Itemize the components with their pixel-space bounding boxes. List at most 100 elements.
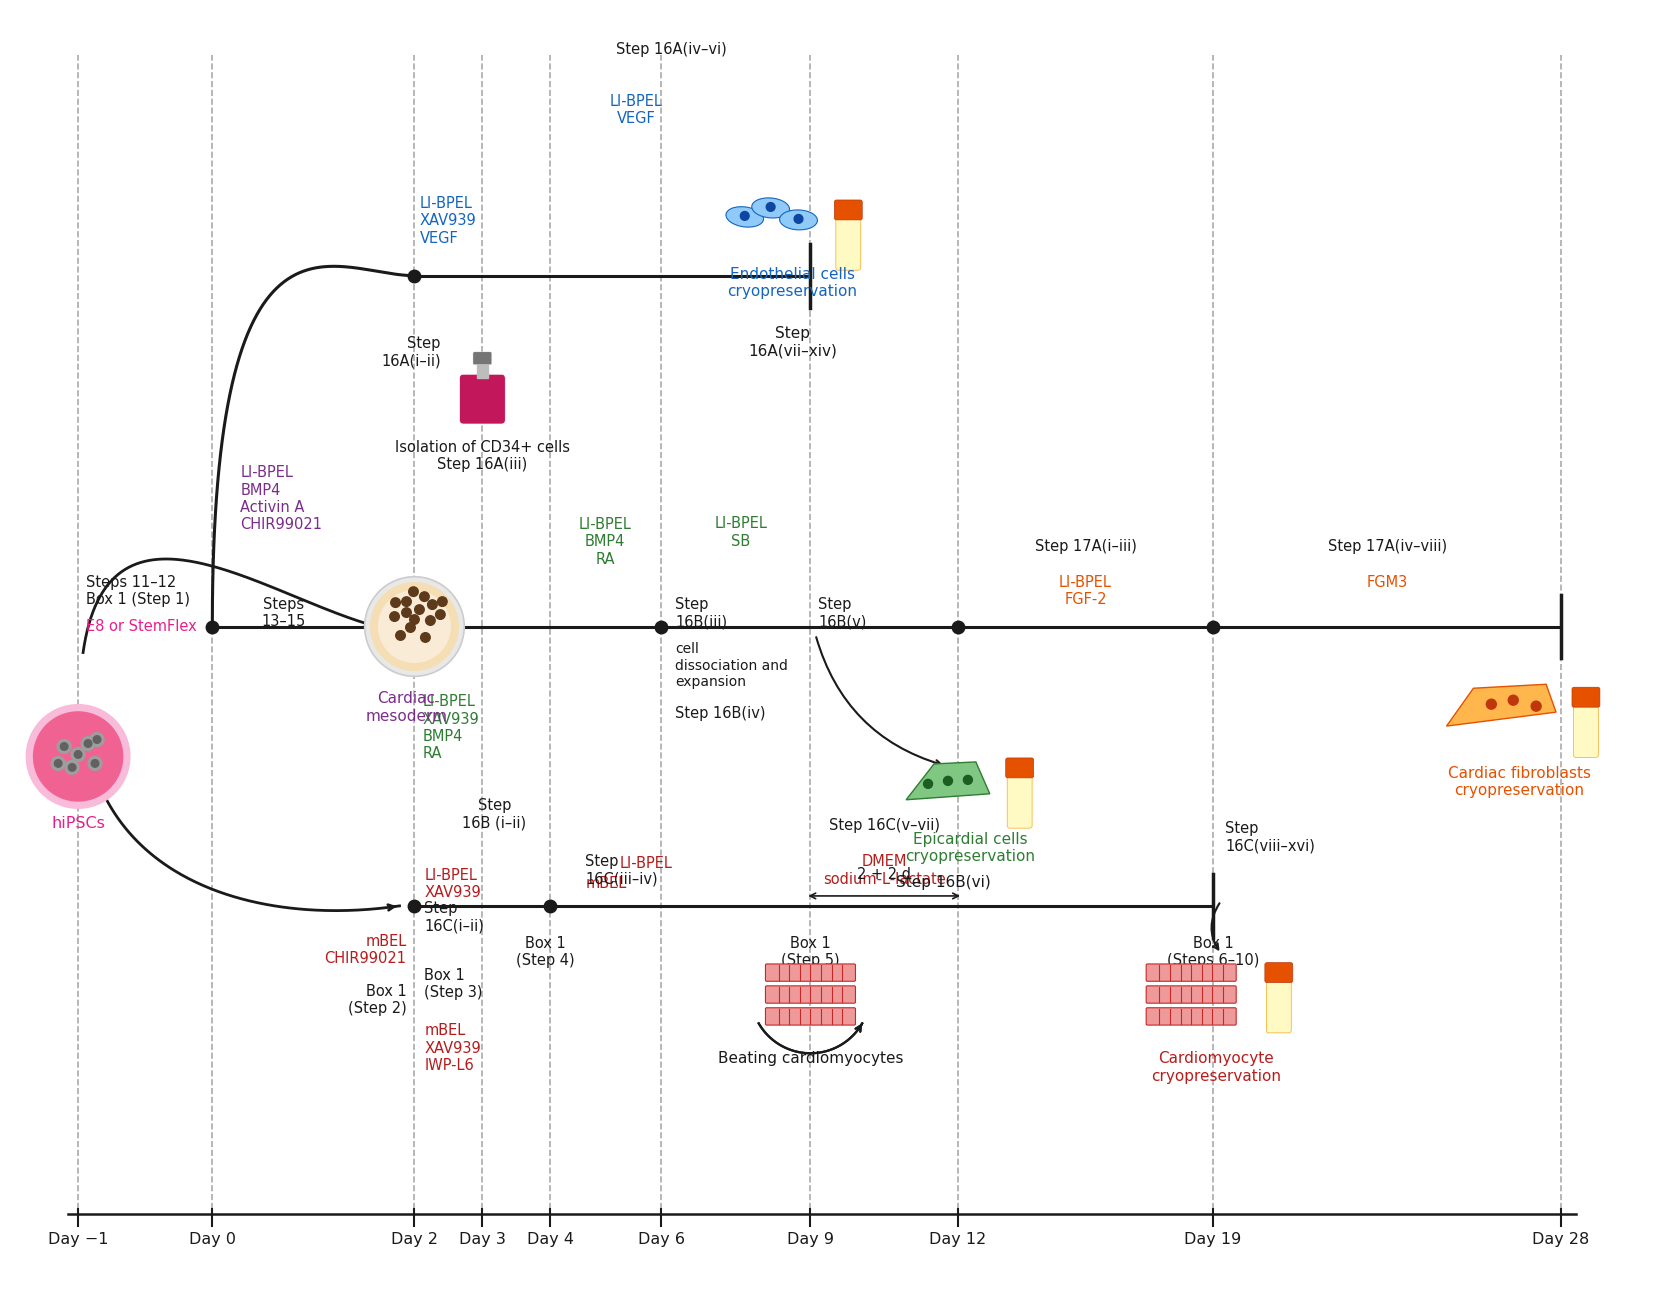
Ellipse shape	[726, 206, 764, 227]
Text: Box 1
(Step 4): Box 1 (Step 4)	[516, 936, 574, 968]
Circle shape	[409, 615, 419, 624]
Text: Day 3: Day 3	[459, 1232, 506, 1246]
Circle shape	[436, 609, 446, 620]
Text: Day 4: Day 4	[527, 1232, 574, 1246]
FancyBboxPatch shape	[765, 964, 855, 981]
FancyBboxPatch shape	[834, 200, 862, 221]
Text: LI-BPEL: LI-BPEL	[621, 856, 672, 870]
Text: Step
16A(vii–xiv): Step 16A(vii–xiv)	[749, 326, 837, 359]
Text: Cardiomyocyte
cryopreservation: Cardiomyocyte cryopreservation	[1151, 1052, 1281, 1083]
Text: Step
16B (i–ii): Step 16B (i–ii)	[463, 797, 526, 830]
Circle shape	[371, 583, 458, 671]
Text: Step
16C(i–ii): Step 16C(i–ii)	[424, 900, 484, 933]
Circle shape	[88, 757, 102, 770]
Text: Step
16B(v): Step 16B(v)	[819, 596, 867, 629]
Ellipse shape	[780, 210, 817, 230]
Text: Endothelial cells
cryopreservation: Endothelial cells cryopreservation	[727, 266, 857, 299]
Circle shape	[72, 748, 85, 761]
Polygon shape	[907, 762, 990, 800]
Text: LI-BPEL
XAV939: LI-BPEL XAV939	[424, 868, 481, 900]
Text: Step 16A(iv–vi): Step 16A(iv–vi)	[616, 42, 727, 56]
Circle shape	[396, 630, 406, 641]
Circle shape	[55, 760, 62, 767]
Circle shape	[426, 616, 436, 625]
Text: Day −1: Day −1	[48, 1232, 108, 1246]
Circle shape	[406, 622, 416, 633]
FancyBboxPatch shape	[1005, 758, 1033, 778]
Circle shape	[740, 211, 749, 221]
Circle shape	[401, 608, 411, 617]
Circle shape	[409, 587, 418, 596]
Text: Day 9: Day 9	[787, 1232, 834, 1246]
FancyBboxPatch shape	[1574, 702, 1599, 757]
Text: E8 or StemFlex: E8 or StemFlex	[87, 619, 196, 633]
Text: Cardiac
mesoderm: Cardiac mesoderm	[366, 692, 448, 724]
Circle shape	[401, 596, 411, 607]
FancyBboxPatch shape	[835, 215, 860, 270]
FancyBboxPatch shape	[1007, 774, 1032, 829]
Circle shape	[75, 750, 82, 758]
Text: LI-BPEL
BMP4
Activin A
CHIR99021: LI-BPEL BMP4 Activin A CHIR99021	[240, 465, 323, 532]
Text: Day 19: Day 19	[1185, 1232, 1241, 1246]
Text: Box 1
(Step 3): Box 1 (Step 3)	[424, 967, 483, 1000]
Circle shape	[27, 705, 130, 808]
Ellipse shape	[752, 198, 789, 218]
Circle shape	[364, 577, 464, 676]
Circle shape	[421, 633, 431, 642]
Circle shape	[65, 761, 80, 774]
Text: Step 17A(iv–viii): Step 17A(iv–viii)	[1328, 539, 1446, 553]
Text: 2 + 2 d: 2 + 2 d	[857, 867, 912, 882]
Text: FGM3: FGM3	[1366, 574, 1408, 590]
Circle shape	[1486, 699, 1496, 709]
Circle shape	[379, 591, 451, 663]
Circle shape	[90, 732, 103, 746]
Bar	[476, 363, 488, 378]
Text: LI-BPEL
XAV939
VEGF: LI-BPEL XAV939 VEGF	[419, 196, 476, 245]
Circle shape	[943, 776, 952, 786]
Text: Step
16B(iii): Step 16B(iii)	[676, 596, 727, 629]
Text: Step 16B(vi): Step 16B(vi)	[895, 876, 990, 890]
Text: Step 17A(i–iii): Step 17A(i–iii)	[1035, 539, 1137, 553]
Circle shape	[391, 598, 401, 607]
Text: Box 1
(Step 2): Box 1 (Step 2)	[348, 984, 406, 1017]
Circle shape	[52, 757, 65, 770]
Text: Beating cardiomyocytes: Beating cardiomyocytes	[717, 1052, 904, 1066]
Text: Epicardial cells
cryopreservation: Epicardial cells cryopreservation	[905, 831, 1035, 864]
FancyBboxPatch shape	[1572, 688, 1599, 707]
Circle shape	[92, 760, 98, 767]
Text: Box 1
(Step 5): Box 1 (Step 5)	[780, 936, 840, 968]
Text: Step
16C(viii–xvi): Step 16C(viii–xvi)	[1225, 821, 1315, 853]
FancyBboxPatch shape	[473, 352, 493, 365]
Text: mBEL: mBEL	[586, 876, 626, 891]
Circle shape	[1508, 696, 1518, 705]
FancyBboxPatch shape	[765, 1007, 855, 1026]
Circle shape	[93, 736, 102, 744]
Text: Step
16A(i–ii): Step 16A(i–ii)	[381, 337, 441, 368]
Polygon shape	[1446, 684, 1556, 726]
Text: LI-BPEL
VEGF: LI-BPEL VEGF	[611, 94, 662, 127]
Circle shape	[82, 736, 95, 750]
FancyBboxPatch shape	[1266, 977, 1291, 1032]
Text: Box 1
(Steps 6–10): Box 1 (Steps 6–10)	[1166, 936, 1260, 968]
Circle shape	[428, 600, 438, 609]
Text: Day 2: Day 2	[391, 1232, 438, 1246]
Circle shape	[68, 763, 77, 771]
Text: Isolation of CD34+ cells
Step 16A(iii): Isolation of CD34+ cells Step 16A(iii)	[394, 440, 569, 472]
Circle shape	[33, 713, 123, 801]
Circle shape	[419, 592, 429, 602]
Text: LI-BPEL
BMP4
RA: LI-BPEL BMP4 RA	[579, 517, 632, 566]
Circle shape	[389, 612, 399, 621]
Circle shape	[765, 202, 775, 211]
Text: hiPSCs: hiPSCs	[52, 816, 105, 831]
Circle shape	[60, 743, 68, 750]
Text: LI-BPEL
XAV939
BMP4
RA: LI-BPEL XAV939 BMP4 RA	[423, 694, 479, 761]
Text: Step 16C(v–vii): Step 16C(v–vii)	[829, 818, 940, 834]
FancyBboxPatch shape	[1146, 985, 1236, 1004]
Text: LI-BPEL
SB: LI-BPEL SB	[714, 517, 767, 549]
Text: Day 6: Day 6	[637, 1232, 686, 1246]
Text: DMEM
sodium-L-lactate: DMEM sodium-L-lactate	[822, 853, 945, 886]
FancyBboxPatch shape	[1265, 963, 1293, 983]
FancyBboxPatch shape	[765, 985, 855, 1004]
Text: cell
dissociation and
expansion: cell dissociation and expansion	[676, 642, 789, 689]
Circle shape	[414, 604, 424, 615]
